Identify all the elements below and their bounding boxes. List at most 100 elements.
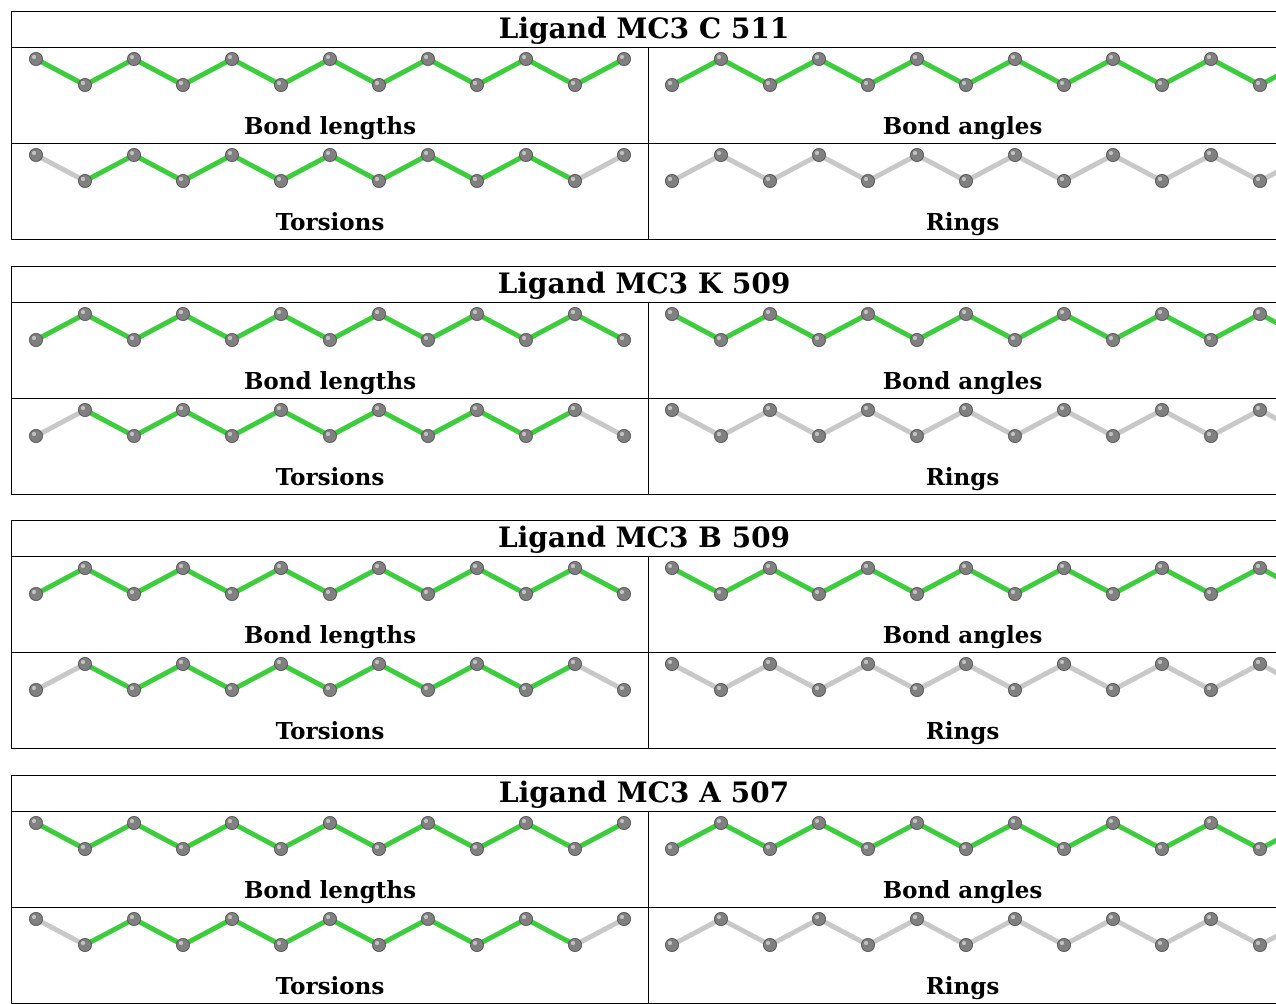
bond bbox=[1159, 565, 1214, 597]
atom-highlight bbox=[326, 915, 330, 919]
atom bbox=[763, 657, 777, 671]
atom-highlight bbox=[228, 686, 232, 690]
atom bbox=[568, 938, 582, 952]
atom-highlight bbox=[32, 819, 36, 823]
atom-highlight bbox=[179, 564, 183, 568]
atom bbox=[225, 52, 239, 66]
atom bbox=[1057, 842, 1071, 856]
atom-highlight bbox=[766, 177, 770, 181]
molecule-rings bbox=[665, 657, 1276, 697]
bond bbox=[33, 661, 88, 693]
atom bbox=[568, 561, 582, 575]
atom-highlight bbox=[717, 336, 721, 340]
bond bbox=[425, 916, 480, 948]
atom bbox=[1106, 587, 1120, 601]
atom bbox=[812, 333, 826, 347]
atom bbox=[29, 816, 43, 830]
bond bbox=[229, 661, 284, 693]
atom bbox=[1106, 912, 1120, 926]
atom-highlight bbox=[1011, 915, 1015, 919]
bond bbox=[718, 152, 773, 184]
panel-torsions: Torsions bbox=[12, 399, 649, 494]
atom bbox=[910, 52, 924, 66]
atom bbox=[519, 333, 533, 347]
atom bbox=[29, 333, 43, 347]
atom-highlight bbox=[1256, 177, 1260, 181]
atom bbox=[372, 78, 386, 92]
atom-highlight bbox=[913, 55, 917, 59]
bond bbox=[1012, 152, 1067, 184]
atom bbox=[78, 938, 92, 952]
atom bbox=[812, 912, 826, 926]
atom-highlight bbox=[130, 590, 134, 594]
atom bbox=[812, 52, 826, 66]
bond bbox=[865, 56, 920, 88]
ligand-title: Ligand MC3 A 507 bbox=[12, 776, 1276, 812]
bond bbox=[474, 565, 529, 597]
atom-highlight bbox=[375, 81, 379, 85]
atom-highlight bbox=[620, 432, 624, 436]
bond bbox=[669, 820, 724, 852]
bond bbox=[669, 407, 724, 439]
atom bbox=[861, 78, 875, 92]
atom-highlight bbox=[1109, 432, 1113, 436]
atom-highlight bbox=[668, 81, 672, 85]
atom bbox=[861, 307, 875, 321]
atom-highlight bbox=[815, 336, 819, 340]
bond bbox=[1208, 820, 1263, 852]
atom-highlight bbox=[228, 590, 232, 594]
atom bbox=[812, 587, 826, 601]
atom bbox=[127, 683, 141, 697]
atom bbox=[1057, 657, 1071, 671]
atom-highlight bbox=[473, 564, 477, 568]
bond bbox=[1159, 56, 1214, 88]
bond bbox=[1110, 311, 1165, 343]
bond bbox=[33, 820, 88, 852]
bond bbox=[1257, 169, 1276, 184]
atom bbox=[1253, 78, 1267, 92]
bond bbox=[572, 56, 627, 88]
atom-highlight bbox=[32, 590, 36, 594]
atom-highlight bbox=[130, 151, 134, 155]
atom bbox=[225, 587, 239, 601]
atom bbox=[176, 938, 190, 952]
bond bbox=[131, 916, 186, 948]
atom bbox=[225, 429, 239, 443]
atom-highlight bbox=[1207, 915, 1211, 919]
bond bbox=[376, 820, 431, 852]
bond bbox=[914, 407, 969, 439]
atom-highlight bbox=[1256, 81, 1260, 85]
atom-highlight bbox=[130, 915, 134, 919]
panel-label: Bond angles bbox=[882, 113, 1043, 140]
bond bbox=[718, 407, 773, 439]
bond bbox=[180, 916, 235, 948]
bond bbox=[33, 916, 88, 948]
panel-label: Torsions bbox=[275, 973, 385, 1000]
atom bbox=[127, 587, 141, 601]
atom bbox=[372, 307, 386, 321]
atom bbox=[127, 429, 141, 443]
atom bbox=[812, 683, 826, 697]
bond bbox=[425, 56, 480, 88]
atom bbox=[78, 842, 92, 856]
atom bbox=[1106, 816, 1120, 830]
bond bbox=[1012, 311, 1067, 343]
atom bbox=[1008, 912, 1022, 926]
atom bbox=[372, 657, 386, 671]
bond bbox=[914, 916, 969, 948]
bond bbox=[1061, 661, 1116, 693]
atom-highlight bbox=[1158, 177, 1162, 181]
atom bbox=[959, 174, 973, 188]
atom-highlight bbox=[1109, 915, 1113, 919]
atom-highlight bbox=[1060, 81, 1064, 85]
panel-torsions: Torsions bbox=[12, 908, 649, 1003]
atom bbox=[372, 403, 386, 417]
atom bbox=[323, 333, 337, 347]
atom-highlight bbox=[864, 845, 868, 849]
atom-highlight bbox=[1207, 819, 1211, 823]
atom-highlight bbox=[326, 55, 330, 59]
atom-highlight bbox=[717, 590, 721, 594]
atom-highlight bbox=[1109, 819, 1113, 823]
atom bbox=[665, 307, 679, 321]
atom bbox=[568, 78, 582, 92]
